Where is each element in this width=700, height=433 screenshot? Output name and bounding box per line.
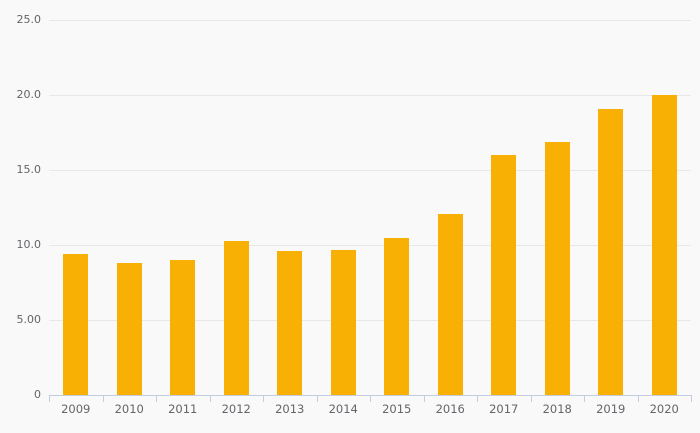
x-tick-label-2013: 2013 [275, 402, 305, 416]
bar-2012[interactable] [223, 240, 249, 395]
gridline-5 [49, 320, 691, 321]
bar-2018[interactable] [544, 141, 570, 395]
x-tick-label-2012: 2012 [221, 402, 251, 416]
x-tick-label-2009: 2009 [61, 402, 91, 416]
axis-tick [209, 395, 211, 402]
axis-tick [584, 395, 585, 402]
axis-tick [316, 395, 318, 402]
gridline-10 [49, 245, 691, 246]
y-tick-label: 0 [34, 388, 41, 401]
axis-tick [49, 395, 50, 402]
bar-2013[interactable] [277, 251, 303, 395]
axis-tick [423, 395, 425, 402]
axis-tick [263, 395, 264, 402]
bar-2015[interactable] [384, 237, 410, 395]
plot-area [49, 20, 692, 402]
x-tick-label-2011: 2011 [168, 402, 198, 416]
x-tick-label-2019: 2019 [596, 402, 626, 416]
bar-2011[interactable] [170, 260, 196, 395]
gridline-15 [49, 170, 691, 171]
x-tick-label-2020: 2020 [649, 402, 679, 416]
y-tick-label: 15.0 [16, 163, 42, 176]
bar-2019[interactable] [598, 108, 624, 395]
bar-2016[interactable] [437, 213, 463, 395]
y-tick-label: 5.00 [16, 313, 42, 326]
gridline-20 [49, 95, 691, 96]
axis-tick [477, 395, 478, 402]
axis-tick [102, 395, 104, 402]
axis-tick [691, 395, 692, 402]
bar-2017[interactable] [491, 155, 517, 395]
bar-2020[interactable] [651, 95, 677, 395]
bar-2009[interactable] [63, 254, 89, 395]
x-tick-label-2017: 2017 [489, 402, 519, 416]
axis-tick [637, 395, 639, 402]
y-tick-label: 10.0 [16, 238, 42, 251]
bar-2014[interactable] [330, 249, 356, 395]
axis-tick [530, 395, 532, 402]
x-tick-label-2014: 2014 [328, 402, 358, 416]
x-tick-label-2016: 2016 [435, 402, 465, 416]
axis-tick [370, 395, 371, 402]
axis-tick [156, 395, 157, 402]
x-tick-label-2018: 2018 [542, 402, 572, 416]
y-tick-label: 25.0 [16, 13, 42, 26]
gridline-25 [49, 20, 691, 21]
y-tick-label: 20.0 [16, 88, 42, 101]
x-tick-label-2010: 2010 [114, 402, 144, 416]
x-tick-label-2015: 2015 [382, 402, 412, 416]
bar-2010[interactable] [116, 263, 142, 395]
